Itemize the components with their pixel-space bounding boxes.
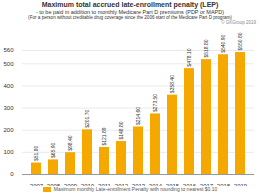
svg-text:2018: 2018 (217, 182, 231, 185)
svg-text:560: 560 (3, 47, 14, 53)
svg-text:200: 200 (3, 127, 14, 133)
html-text:Maximum monthly Late-enrollmen: Maximum monthly Late-enrollment Penalty … (53, 185, 218, 192)
svg-text:$478.10: $478.10 (186, 48, 192, 66)
svg-text:2019: 2019 (234, 182, 248, 185)
svg-text:2016: 2016 (183, 182, 197, 185)
svg-text:2011: 2011 (98, 182, 112, 185)
svg-text:$273.50: $273.50 (152, 93, 158, 111)
svg-text:$148.80: $148.80 (118, 121, 124, 139)
svg-text:$98.40: $98.40 (67, 135, 73, 151)
svg-text:2008: 2008 (47, 182, 61, 185)
svg-text:$358.40: $358.40 (169, 74, 175, 92)
svg-text:2017: 2017 (200, 182, 214, 185)
svg-text:$201.70: $201.70 (84, 109, 90, 127)
svg-text:2015: 2015 (166, 182, 180, 185)
svg-text:$540.90: $540.90 (220, 34, 226, 52)
svg-text:2010: 2010 (81, 182, 95, 185)
svg-text:100: 100 (3, 149, 14, 155)
svg-text:2012: 2012 (115, 182, 129, 185)
html-text:© GKGroup 2019: © GKGroup 2019 (221, 19, 256, 25)
svg-text:$550.80: $550.80 (237, 32, 243, 50)
svg-text:$214.60: $214.60 (135, 106, 141, 124)
svg-text:2007: 2007 (30, 182, 44, 185)
html-text:- to be paid in addition to mo: - to be paid in addition to monthly Medi… (35, 9, 225, 15)
svg-text:400: 400 (3, 82, 14, 88)
svg-text:2009: 2009 (64, 182, 78, 185)
html-text:Maximum total accrued late-enr: Maximum total accrued late-enrollment pe… (41, 1, 219, 8)
html-text:(For a person without creditab: (For a person without creditable drug co… (28, 15, 232, 21)
svg-text:$121.89: $121.89 (101, 127, 107, 145)
svg-text:$65.90: $65.90 (50, 142, 56, 158)
svg-text:2014: 2014 (149, 182, 163, 185)
svg-text:500: 500 (3, 60, 14, 66)
svg-text:300: 300 (3, 105, 14, 111)
svg-text:$518.80: $518.80 (203, 39, 209, 57)
svg-text:0: 0 (10, 171, 14, 177)
svg-text:2013: 2013 (132, 182, 146, 185)
svg-text:$51.80: $51.80 (33, 145, 39, 161)
